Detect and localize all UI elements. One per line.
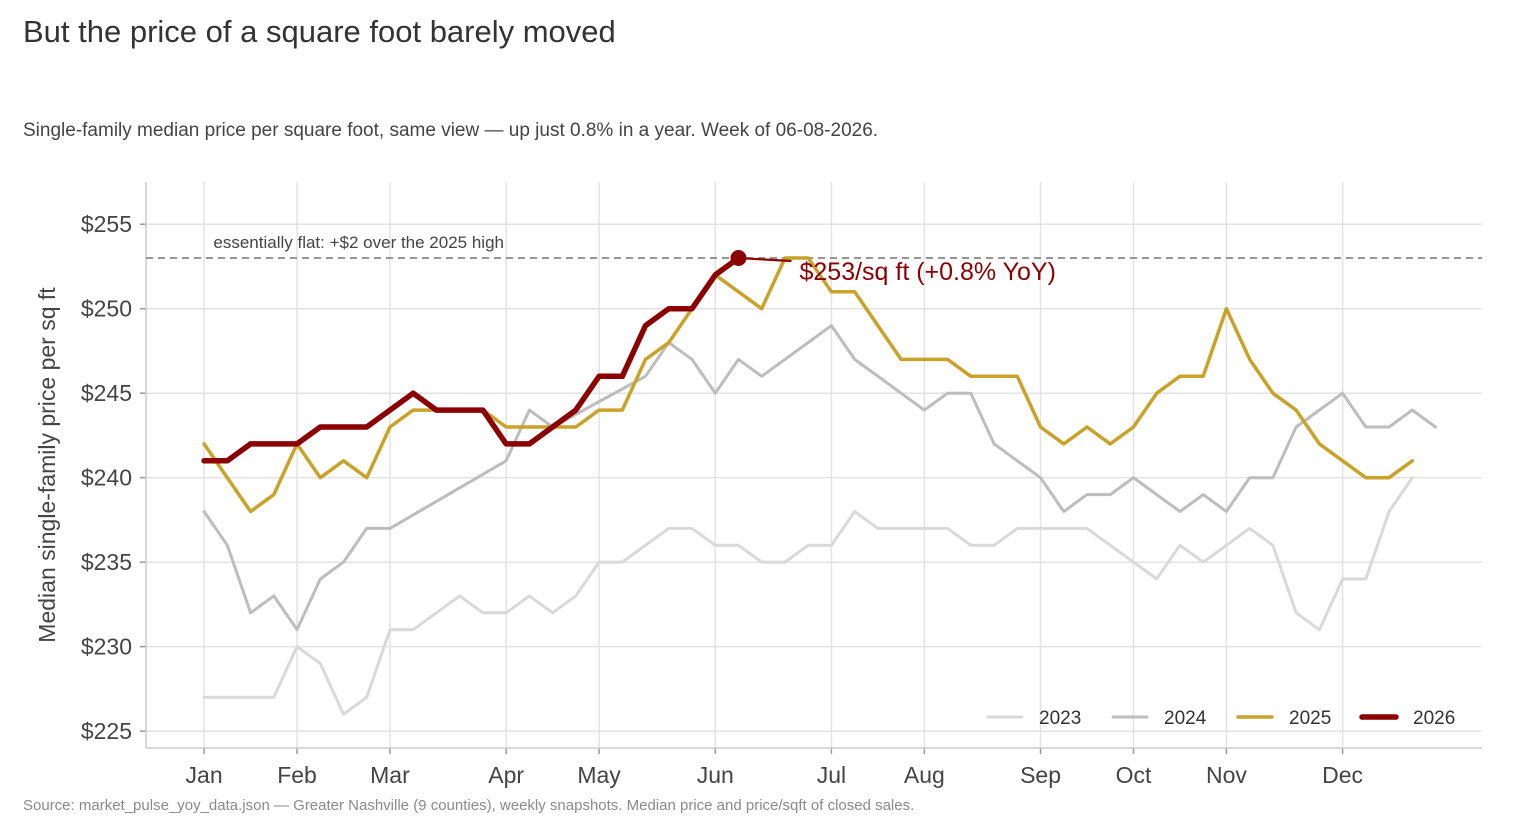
axes: [145, 182, 1482, 749]
source-note: Source: market_pulse_yoy_data.json — Gre…: [23, 797, 915, 814]
series-line-2025: [202, 256, 1415, 514]
x-tick-label: May: [577, 762, 621, 788]
annotation-marker: [730, 250, 747, 267]
y-tick-label: $240: [81, 465, 132, 491]
series-line-2023: [202, 476, 1414, 716]
annotation-group: $253/sq ft (+0.8% YoY): [730, 250, 1056, 286]
legend: 2023 2024 2025 2026: [986, 708, 1455, 729]
legend-label-2026: 2026: [1413, 708, 1455, 729]
series-line-2026: [201, 255, 742, 464]
y-tick-label: $255: [81, 211, 132, 237]
legend-label-2023: 2023: [1039, 708, 1081, 729]
x-tick-labels: Jan Feb Mar Apr May Jun Jul Aug Sep Oct Nov Dec: [186, 762, 1364, 788]
x-tick-label: Feb: [277, 762, 317, 788]
annotation-leader: [738, 256, 792, 263]
x-tick-label: Jun: [697, 762, 734, 788]
legend-label-2024: 2024: [1164, 708, 1207, 729]
x-tick-label: Jan: [186, 762, 223, 788]
x-tick-label: Jul: [817, 762, 846, 788]
series-line-2024: [202, 324, 1437, 632]
y-tick-label: $250: [81, 296, 132, 322]
legend-label-2025: 2025: [1289, 708, 1331, 729]
series-group: [201, 255, 1437, 716]
x-tick-label: Mar: [370, 762, 410, 788]
reference-line-group: essentially flat: +$2 over the 2025 high: [146, 233, 1482, 259]
x-tick-label: Apr: [488, 762, 524, 788]
x-tick-label: Sep: [1020, 762, 1061, 788]
y-axis-label: Median single-family price per sq ft: [34, 287, 60, 643]
y-tick-label: $235: [81, 549, 132, 575]
page-title: But the price of a square foot barely mo…: [23, 14, 616, 49]
reference-line-label: essentially flat: +$2 over the 2025 high: [213, 233, 504, 252]
y-tick-label: $225: [81, 718, 132, 744]
y-tick-label: $245: [81, 380, 132, 406]
x-tick-label: Dec: [1322, 762, 1363, 788]
y-tick-labels: $225 $230 $235 $240 $245 $250 $255: [81, 211, 132, 744]
x-tick-label: Nov: [1206, 762, 1247, 788]
x-tick-label: Aug: [904, 762, 945, 788]
annotation-label: $253/sq ft (+0.8% YoY): [799, 258, 1055, 286]
y-tick-label: $230: [81, 634, 132, 660]
chart-subtitle: Single-family median price per square fo…: [23, 120, 879, 141]
x-tick-label: Oct: [1116, 762, 1152, 788]
